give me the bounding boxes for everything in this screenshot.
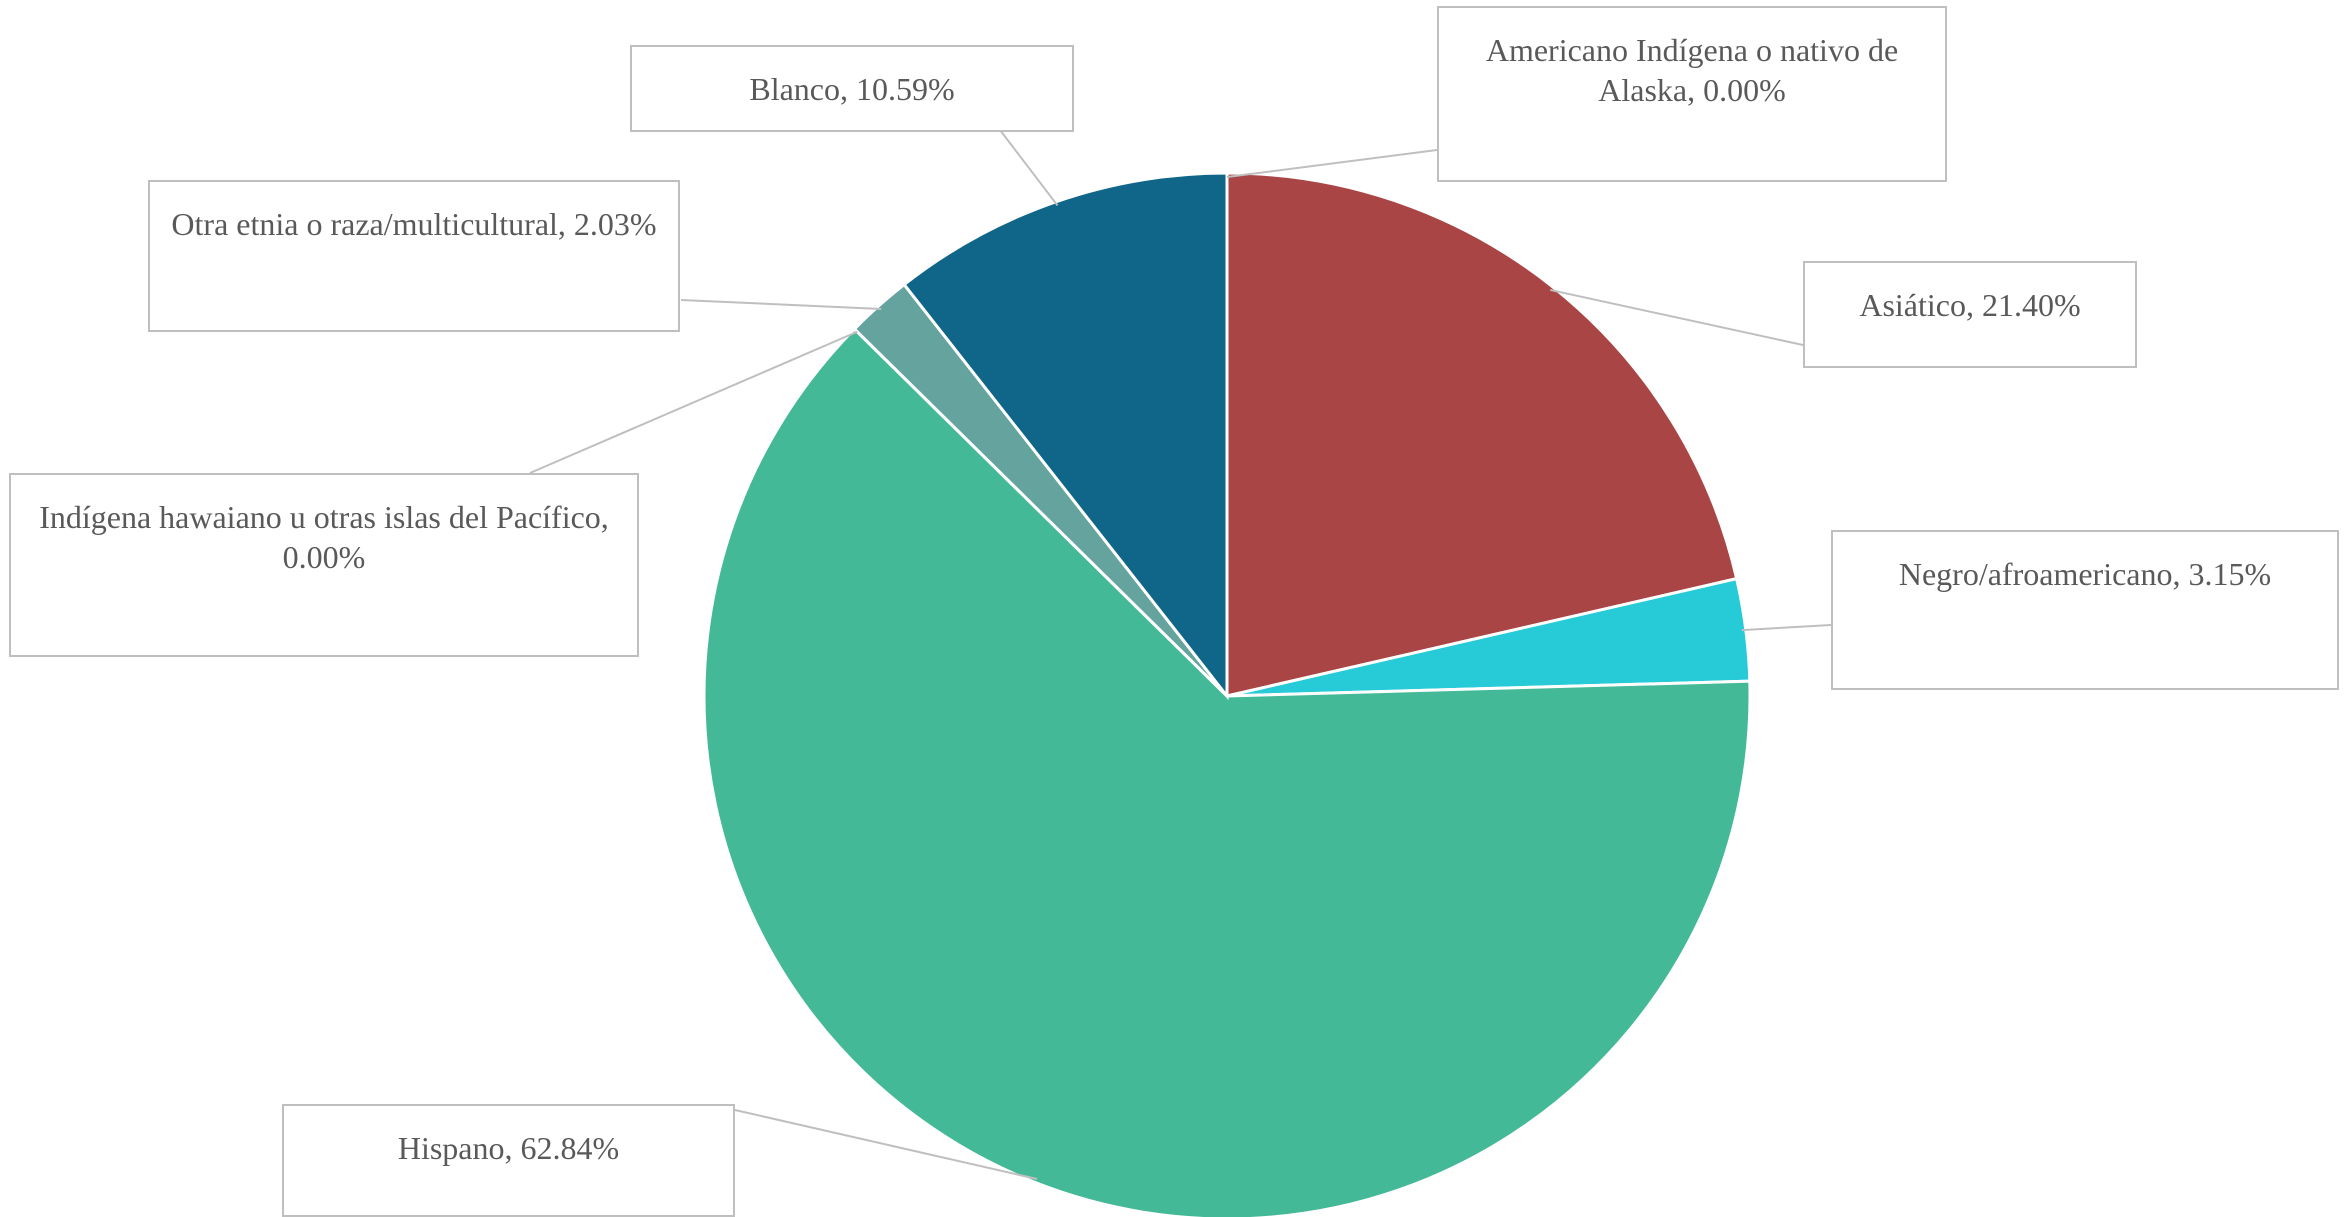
data-label: Indígena hawaiano u otras islas del Pací…	[9, 473, 639, 657]
data-label: Negro/afroamericano, 3.15%	[1831, 530, 2339, 690]
label-category: Hispano,	[397, 1130, 513, 1166]
leader-line	[529, 330, 858, 474]
data-label: Blanco, 10.59%	[630, 45, 1074, 132]
label-value: 0.00%	[282, 539, 366, 575]
label-value: 62.84%	[520, 1130, 620, 1166]
label-value: 0.00%	[1703, 72, 1786, 108]
pie-slice	[1225, 171, 1739, 698]
leader-line	[1226, 149, 1438, 178]
leader-line	[734, 1109, 1038, 1180]
data-label: Hispano, 62.84%	[282, 1104, 735, 1217]
label-value: 2.03%	[573, 206, 657, 242]
label-value: 3.15%	[2188, 556, 2272, 592]
pie-slice	[702, 326, 1752, 1217]
leader-line	[999, 129, 1059, 207]
leader-line	[680, 299, 882, 310]
data-label: Americano Indígena o nativo de Alaska, 0…	[1437, 6, 1947, 182]
leader-line	[1741, 624, 1832, 632]
label-category: Blanco,	[749, 71, 848, 107]
data-label: Asiático, 21.40%	[1803, 261, 2137, 368]
leader-line	[1549, 288, 1804, 346]
label-value: 21.40%	[1981, 287, 2081, 323]
data-label: Otra etnia o raza/multicultural, 2.03%	[148, 180, 680, 332]
label-category: Asiático,	[1859, 287, 1974, 323]
label-category: Otra etnia o raza/multicultural,	[171, 206, 566, 242]
label-category: Indígena hawaiano u otras islas del Pací…	[39, 499, 609, 535]
label-value: 10.59%	[855, 71, 955, 107]
pie-slice	[902, 171, 1229, 701]
label-category: Negro/afroamericano,	[1898, 556, 2181, 592]
label-category: Americano Indígena o nativo de Alaska,	[1485, 32, 1899, 108]
